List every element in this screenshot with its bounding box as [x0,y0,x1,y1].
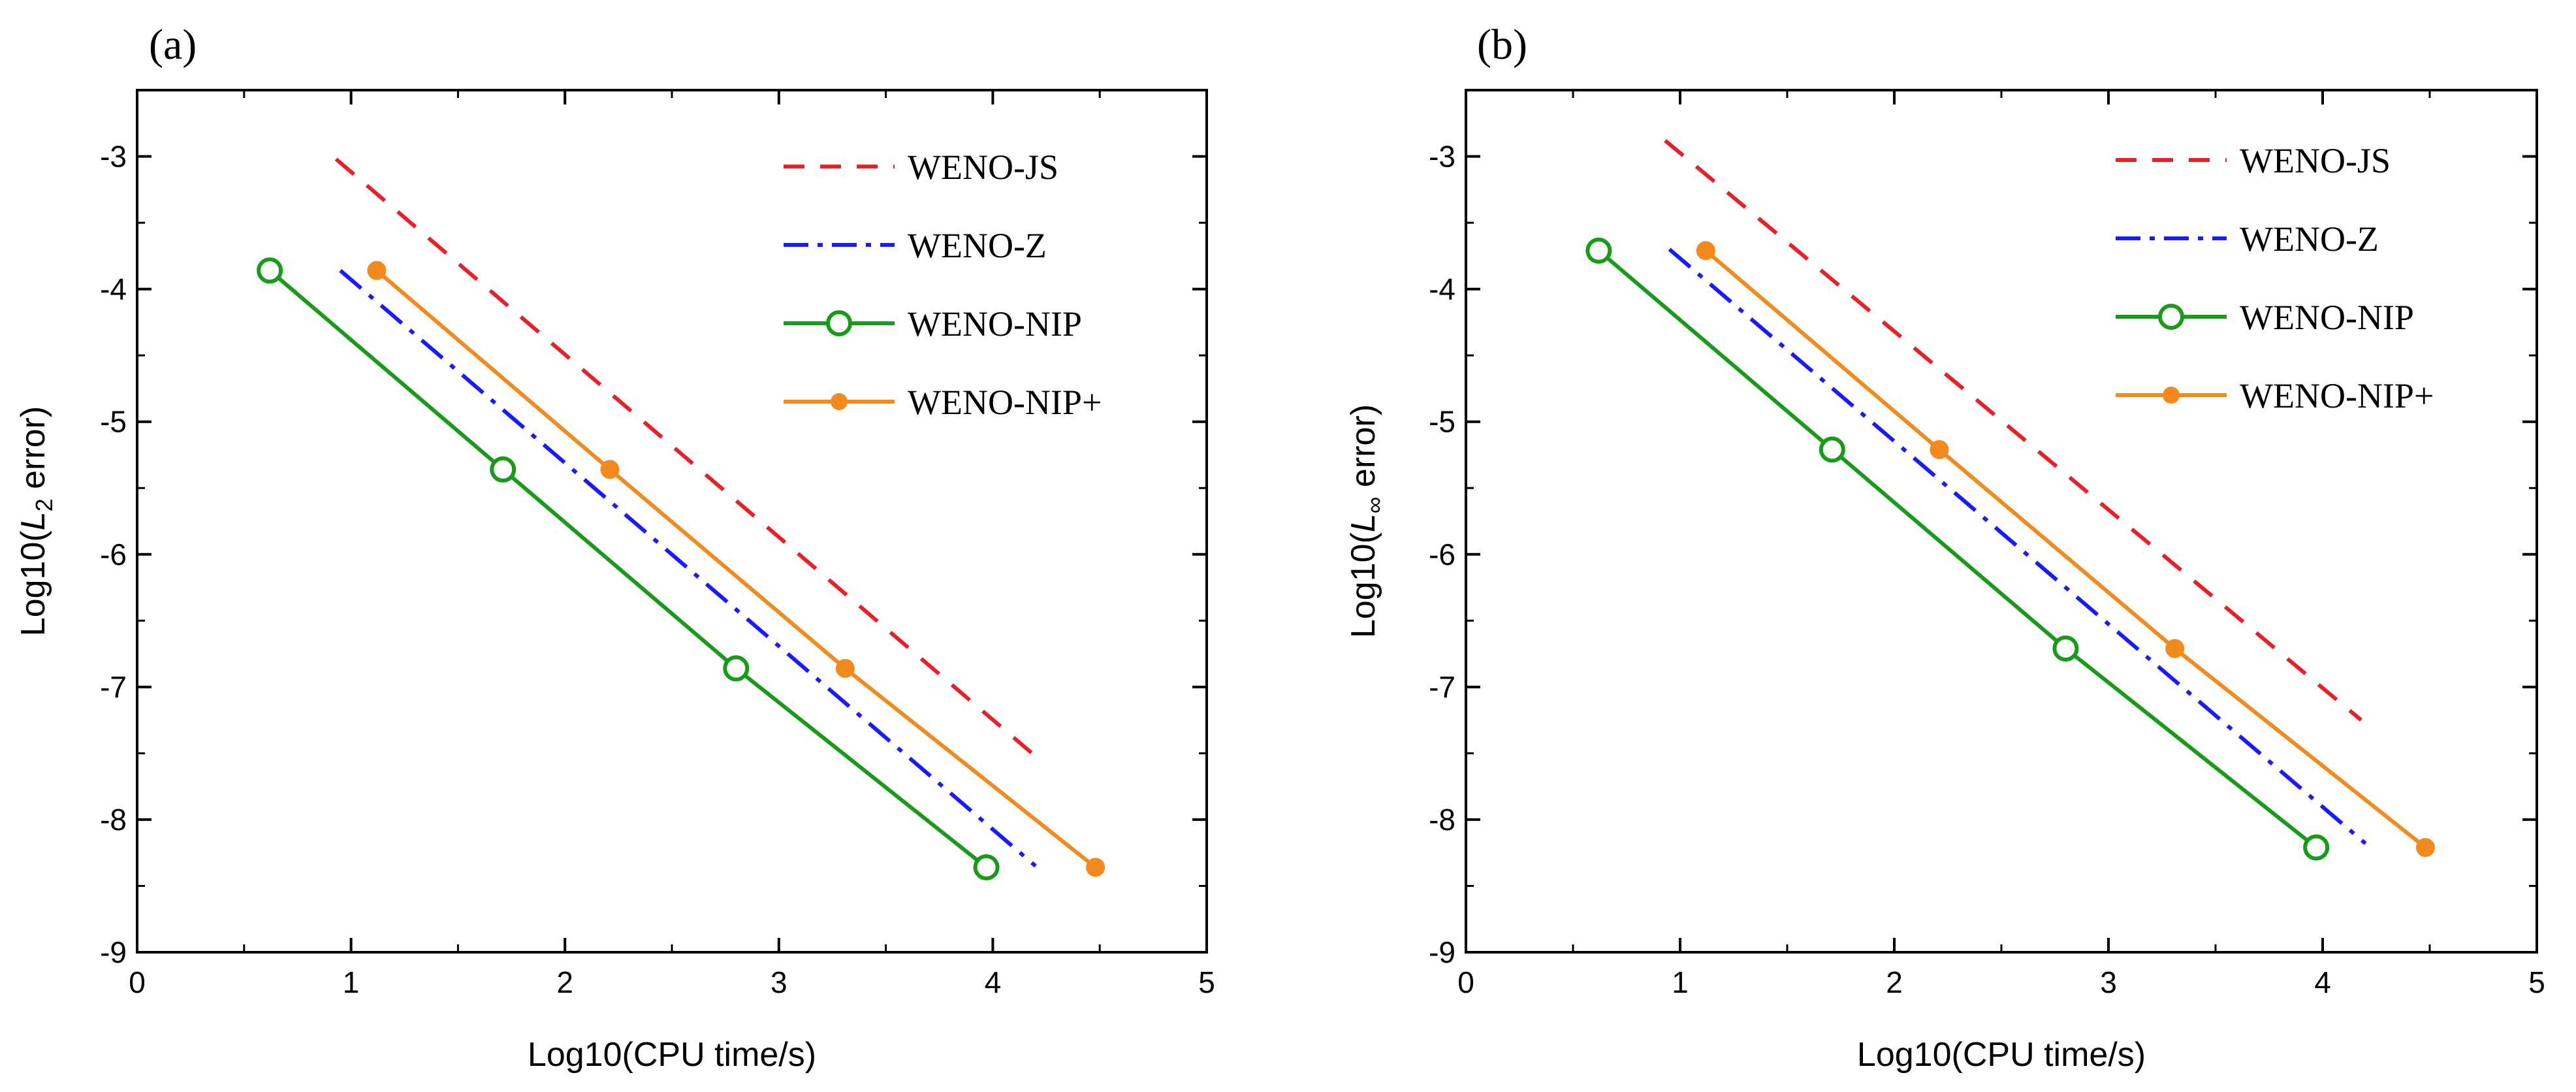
y-tick-label: -7 [1429,670,1455,704]
x-tick-label: 1 [1672,965,1689,999]
data-point [1819,436,1845,463]
data-point [2303,834,2330,861]
data-point [723,655,750,682]
x-tick-label: 0 [1457,965,1474,999]
series-line [339,268,1037,868]
series-weno-nip [257,257,1000,881]
data-point [367,261,387,280]
y-tick-label: -8 [100,803,127,837]
y-axis-label-var: L [1344,513,1382,532]
legend-item-weno-js: WENO-JS [2116,141,2391,180]
x-tick-label: 4 [985,965,1002,999]
panel-label: (a) [149,21,197,69]
legend-label: WENO-NIP [908,304,1082,344]
data-point [835,658,855,678]
legend-item-weno-js: WENO-JS [784,148,1058,187]
series-line [1668,248,2367,845]
panel-b: 0 1 2 3 4 5 -9 -8 -7 -6 -5 -4 -3 Log10(CPU time/s) Log… [1344,21,2545,1074]
legend-item-weno-z: WENO-Z [784,226,1047,265]
legend-item-weno-nip: WENO-NIP [784,304,1082,344]
x-tick-label: 2 [1886,965,1903,999]
y-axis-label-sub: ∞ [1361,497,1388,514]
legend-marker [2158,304,2184,330]
y-tick-label: -6 [1429,538,1455,571]
x-tick-label: 0 [129,965,146,999]
y-axis-label-sub: 2 [31,498,57,511]
panel-label: (b) [1477,21,1527,69]
y-tick-label: -5 [1429,405,1455,439]
y-axis-label: Log10(L∞ error) [1344,404,1388,638]
data-point [257,257,283,284]
series-weno-js [1664,138,2362,722]
series-line [334,157,1042,762]
x-tick-label: 1 [343,965,360,999]
legend-marker [826,310,852,336]
data-point [1930,440,1949,459]
legend-item-weno-z: WENO-Z [2116,219,2379,259]
y-tick-label: -7 [100,670,127,704]
x-tick-label: 2 [556,965,573,999]
x-axis-label: Log10(CPU time/s) [1857,1036,2146,1074]
y-axis-label-suffix: error) [14,406,52,499]
legend-item-weno-nip+: WENO-NIP+ [784,383,1102,422]
x-axis-label: Log10(CPU time/s) [528,1036,816,1074]
y-axis-label-var: L [14,511,52,530]
y-axis-label: Log10(L2 error) [14,406,57,636]
data-point [2052,635,2079,662]
y-axis-label-prefix: Log10( [14,530,52,637]
y-tick-label: -4 [100,272,127,306]
legend-label: WENO-NIP [2240,298,2414,337]
series-line [1704,249,2427,849]
legend-label: WENO-NIP+ [908,383,1102,422]
y-tick-label: -5 [100,405,127,439]
y-tick-label: -6 [100,538,127,571]
panel-a: 0 1 2 3 4 5 -9 -8 -7 -6 -5 -4 -3 Log10(CPU time/s) Log… [14,21,1215,1074]
y-tick-label: -9 [1429,935,1455,969]
legend-marker [2163,387,2180,404]
x-tick-label: 3 [771,965,787,999]
y-tick-label: -3 [100,140,127,174]
series-line [1597,249,2318,849]
legend-label: WENO-Z [2240,219,2379,259]
legend-marker [831,393,848,410]
y-tick-label: -9 [100,935,127,969]
legend-label: WENO-JS [2240,141,2391,180]
x-tick-label: 4 [2314,965,2331,999]
series-line [268,268,988,869]
legend-label: WENO-NIP+ [2240,376,2434,415]
y-axis-label-prefix: Log10( [1344,532,1382,638]
series-line [1664,138,2362,722]
legend-item-weno-nip: WENO-NIP [2116,298,2414,337]
y-tick-label: -8 [1429,803,1455,837]
legend-label: WENO-Z [908,226,1047,265]
series-weno-z [1668,248,2367,845]
data-point [1696,241,1715,261]
data-point [1086,858,1105,877]
series-weno-nip [1585,237,2330,861]
series-line [375,268,1097,869]
y-axis-label-suffix: error) [1344,404,1382,497]
data-point [2165,639,2185,658]
legend-label: WENO-JS [908,148,1058,187]
legend-item-weno-nip+: WENO-NIP+ [2116,376,2434,415]
series-weno-nip+ [1696,241,2435,858]
series-weno-z [339,268,1037,868]
series-weno-nip+ [367,261,1105,877]
x-tick-label: 5 [2528,965,2545,999]
data-point [490,456,517,483]
x-tick-label: 3 [2100,965,2117,999]
y-tick-label: -4 [1429,272,1455,306]
data-point [2415,838,2435,858]
series-weno-js [334,157,1042,762]
x-tick-label: 5 [1198,965,1215,999]
data-point [1585,237,1612,264]
y-tick-label: -3 [1429,140,1455,174]
data-point [600,460,620,479]
data-point [973,854,1000,881]
